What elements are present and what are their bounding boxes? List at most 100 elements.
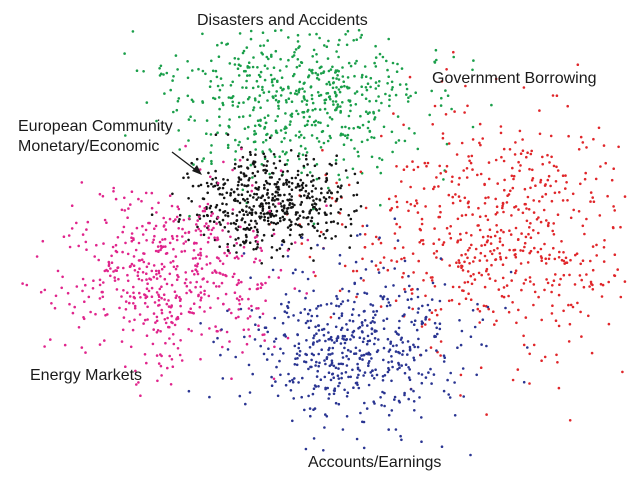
point [279,86,283,89]
point [296,40,300,43]
point [479,172,483,176]
point [324,180,328,183]
point [449,371,453,375]
point [508,229,511,232]
point [122,225,126,229]
point [550,199,554,203]
point [236,105,240,108]
point [310,190,314,193]
point [130,239,134,243]
point [203,207,206,210]
point [68,245,72,249]
point [310,314,314,318]
point [327,39,330,43]
point [244,240,247,244]
point [279,29,283,32]
point [418,241,422,244]
point [238,394,242,398]
point [185,284,189,288]
point [386,370,390,374]
point [158,287,162,291]
point [436,332,439,336]
point [197,227,200,231]
point [362,374,365,377]
point [541,155,544,159]
point [209,306,212,310]
point [354,260,358,264]
point [288,123,292,126]
point [240,183,244,186]
point [290,220,293,224]
point [203,224,206,228]
point [236,187,239,191]
point [406,100,410,103]
point [322,196,326,199]
point [395,260,399,263]
point [114,197,118,201]
point [338,289,342,293]
point [211,271,214,275]
point [505,284,509,287]
point [139,296,142,299]
point [266,67,269,70]
point [544,192,548,196]
point [399,338,403,341]
point [257,307,260,310]
point [326,139,330,143]
point [306,119,310,123]
point [412,271,415,274]
point [187,389,191,393]
point [158,303,161,307]
point [298,80,302,84]
point [155,319,159,323]
point [225,274,228,278]
point [325,204,328,207]
point [226,348,230,351]
point [280,205,283,208]
point [262,169,265,172]
point [381,390,384,394]
point [315,360,318,364]
point [259,106,262,109]
point [612,226,615,230]
point [448,232,452,235]
point [263,326,267,330]
point [327,80,331,84]
point [335,154,339,157]
point [323,44,326,47]
point [174,296,178,300]
point [326,228,329,232]
point [346,176,349,179]
point [356,234,359,237]
point [189,307,192,311]
point [353,282,357,286]
point [121,250,124,254]
point [205,181,209,185]
point [227,308,231,311]
point [315,197,318,201]
point [242,245,246,249]
point [380,404,383,407]
point [407,127,411,130]
point [326,111,329,115]
point [85,248,88,251]
point [589,200,592,203]
point [286,226,290,229]
point [558,191,561,194]
point [351,331,355,334]
point [196,225,199,229]
point [312,408,315,412]
point [390,88,394,91]
point [403,313,406,316]
point [347,375,350,379]
point [215,222,218,225]
point [528,251,531,255]
point [255,192,259,196]
point [177,227,180,230]
point [176,273,179,277]
point [336,185,340,188]
point [284,99,288,102]
point [336,297,339,301]
point [532,303,535,307]
point [293,241,297,244]
